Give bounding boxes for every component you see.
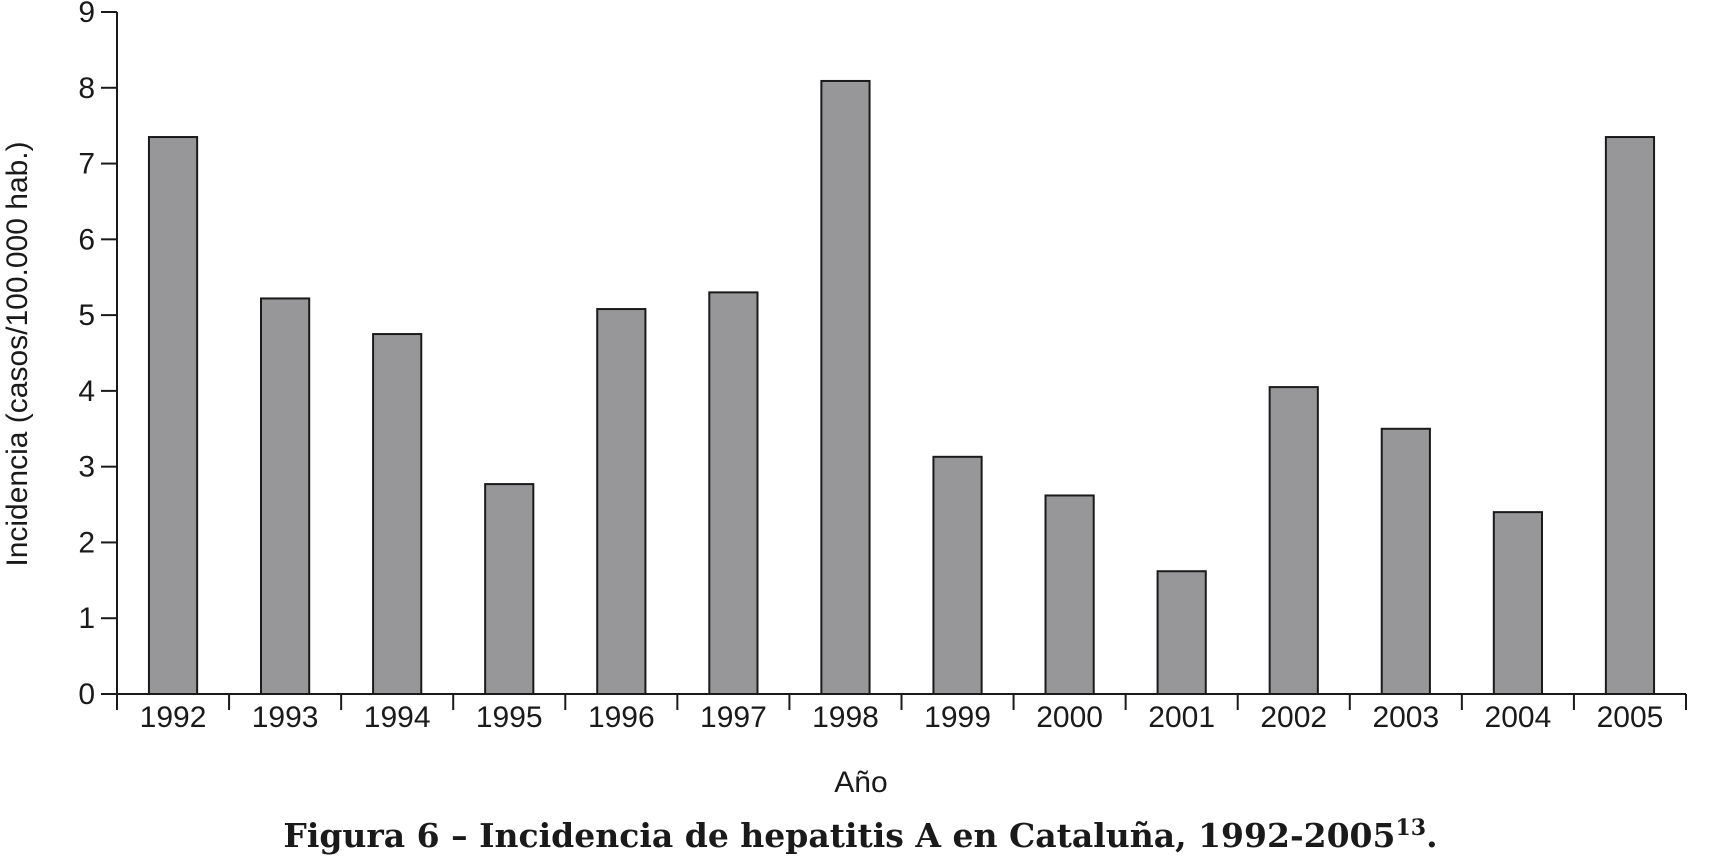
x-tick-label: 1993 bbox=[252, 701, 319, 734]
bar-1998 bbox=[820, 79, 871, 696]
bar-2000 bbox=[1044, 494, 1095, 695]
bar-2001 bbox=[1156, 570, 1207, 695]
x-tick-label: 1996 bbox=[588, 701, 655, 734]
bars bbox=[147, 79, 1656, 696]
y-tick-label: 0 bbox=[78, 678, 95, 711]
x-tick-label: 1998 bbox=[812, 701, 879, 734]
bar-1992 bbox=[147, 136, 199, 696]
x-tick-label: 1997 bbox=[700, 701, 767, 734]
y-axis-title: Incidencia (casos/100.000 hab.) bbox=[1, 141, 34, 566]
x-tick-label: 1994 bbox=[364, 701, 431, 734]
x-tick-label: 2001 bbox=[1148, 701, 1215, 734]
y-tick-label: 3 bbox=[78, 451, 95, 484]
y-tick-label: 2 bbox=[78, 526, 95, 559]
x-tick-label: 2005 bbox=[1597, 701, 1664, 734]
caption-period: . bbox=[1426, 816, 1438, 855]
x-tick-label: 1995 bbox=[476, 701, 543, 734]
bar-2004 bbox=[1492, 511, 1543, 696]
caption-text: Figura 6 – Incidencia de hepatitis A en … bbox=[283, 816, 1396, 855]
x-tick-label: 2000 bbox=[1036, 701, 1103, 734]
y-tick-label: 6 bbox=[78, 223, 95, 256]
bar-1993 bbox=[260, 297, 311, 695]
x-tick-label: 2002 bbox=[1260, 701, 1327, 734]
x-axis-title: Año bbox=[834, 766, 887, 799]
x-tick-label: 2003 bbox=[1372, 701, 1439, 734]
x-axis-ticks: 1992 1993 1994 1995 1996 1997 1998 1999 2000 2001… bbox=[116, 694, 1687, 734]
figure-caption: Figura 6 – Incidencia de hepatitis A en … bbox=[0, 815, 1721, 855]
bar-1994 bbox=[372, 333, 423, 695]
y-tick-label: 9 bbox=[78, 0, 95, 29]
bar-1997 bbox=[708, 291, 759, 695]
x-tick-label: 2004 bbox=[1485, 701, 1552, 734]
caption-reference: 13 bbox=[1395, 815, 1427, 841]
y-tick-label: 7 bbox=[78, 148, 95, 181]
bar-1995 bbox=[484, 483, 535, 695]
bar-2003 bbox=[1380, 427, 1431, 695]
bar-1996 bbox=[596, 308, 647, 695]
bar-2005 bbox=[1604, 136, 1656, 696]
y-tick-label: 8 bbox=[78, 72, 95, 105]
bar-1999 bbox=[932, 455, 983, 695]
bar-2002 bbox=[1268, 386, 1319, 695]
y-axis-ticks: 0 1 2 3 4 5 6 7 8 9 bbox=[78, 0, 117, 711]
x-tick-label: 1992 bbox=[140, 701, 207, 734]
y-tick-label: 1 bbox=[78, 602, 95, 635]
x-tick-label: 1999 bbox=[924, 701, 991, 734]
y-tick-label: 5 bbox=[78, 299, 95, 332]
y-tick-label: 4 bbox=[78, 375, 95, 408]
